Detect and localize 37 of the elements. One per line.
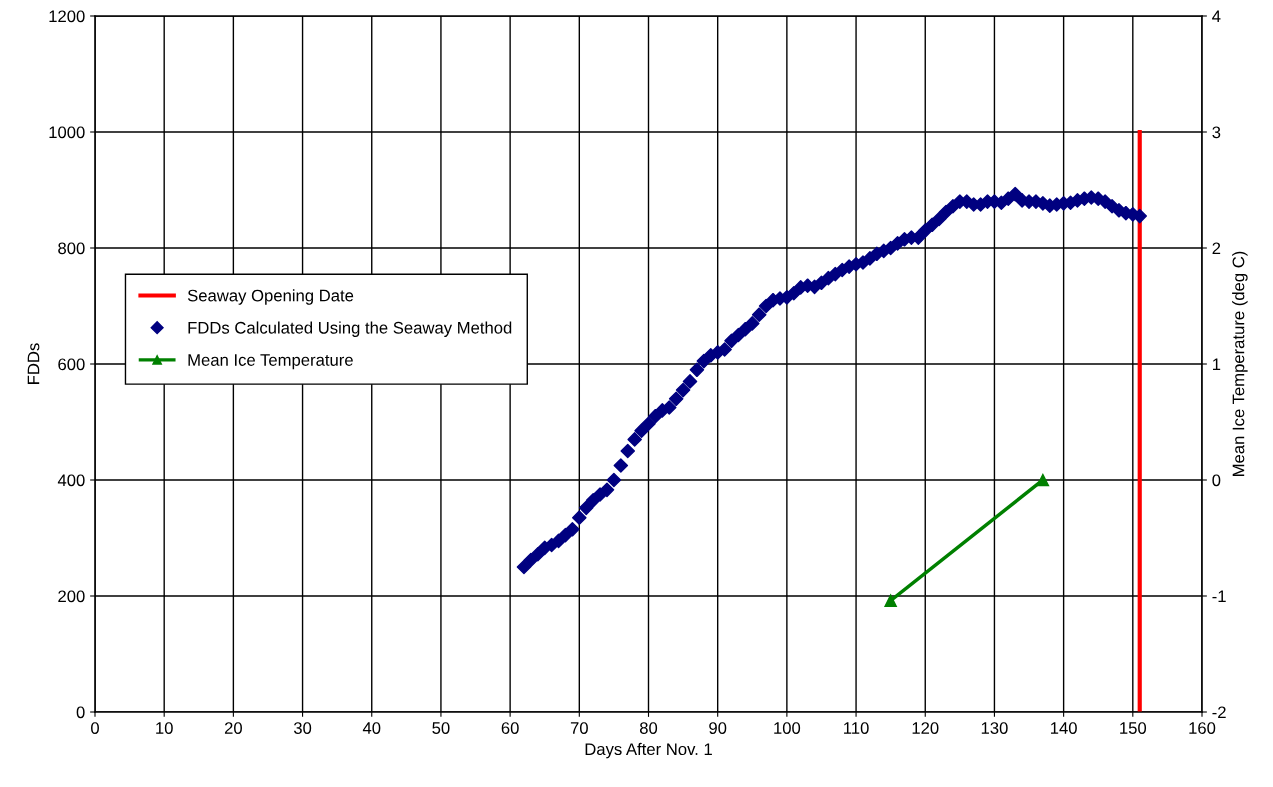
y2-tick-label: -1 bbox=[1212, 590, 1226, 603]
x-tick-label: 130 bbox=[981, 722, 1008, 734]
y-tick-label: 400 bbox=[57, 474, 85, 487]
x-tick-label: 30 bbox=[293, 722, 312, 734]
y2-tick-label: 2 bbox=[1212, 242, 1221, 255]
y2-tick-label: 3 bbox=[1212, 126, 1221, 139]
legend-label: FDDs Calculated Using the Seaway Method bbox=[188, 321, 512, 337]
x-tick-label: 160 bbox=[1189, 722, 1216, 734]
y2-tick-label: 4 bbox=[1212, 10, 1221, 23]
x-tick-label: 70 bbox=[570, 722, 588, 734]
x-tick-label: 140 bbox=[1050, 722, 1077, 734]
x-tick-label: 80 bbox=[639, 722, 658, 734]
x-axis-title: Days After Nov. 1 bbox=[585, 742, 712, 759]
y-tick-label: 1000 bbox=[49, 126, 85, 139]
y-axis-title: FDDs bbox=[27, 343, 40, 384]
legend-label: Mean Ice Temperature bbox=[188, 354, 353, 370]
x-tick-label: 50 bbox=[432, 722, 450, 734]
x-tick-label: 90 bbox=[709, 722, 727, 734]
x-tick-label: 110 bbox=[844, 722, 869, 734]
y-tick-label: 800 bbox=[58, 242, 85, 255]
y2-tick-label: 0 bbox=[1212, 474, 1221, 487]
x-tick-label: 60 bbox=[501, 722, 519, 734]
x-tick-label: 150 bbox=[1120, 722, 1147, 734]
x-tick-label: 120 bbox=[912, 722, 939, 734]
y-tick-label: 1200 bbox=[49, 10, 85, 23]
x-tick-label: 100 bbox=[774, 722, 801, 734]
y2-tick-label: -2 bbox=[1212, 706, 1226, 719]
legend-label: Seaway Opening Date bbox=[187, 289, 354, 305]
x-tick-label: 20 bbox=[224, 722, 242, 734]
x-tick-label: 0 bbox=[91, 722, 99, 734]
y2-tick-label: 1 bbox=[1212, 358, 1221, 371]
x-tick-label: 40 bbox=[362, 722, 381, 734]
y2-axis-title: Mean Ice Temperature (deg C) bbox=[1232, 251, 1248, 476]
y-tick-label: 600 bbox=[58, 358, 85, 371]
y-tick-label: 200 bbox=[58, 590, 85, 603]
y-tick-label: 0 bbox=[76, 706, 85, 719]
x-tick-label: 10 bbox=[156, 722, 173, 734]
